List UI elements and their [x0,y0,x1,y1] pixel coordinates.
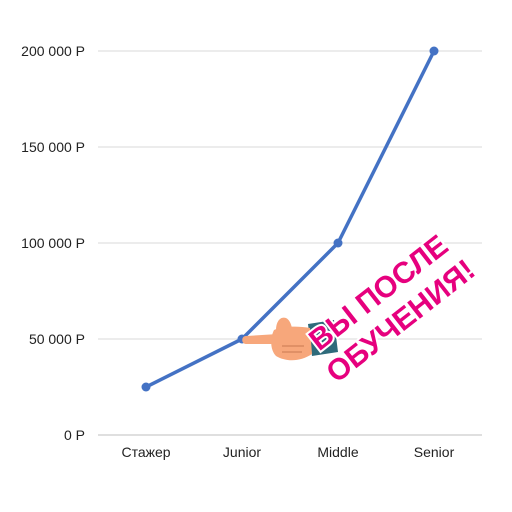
y-tick-label: 50 000 P [29,331,85,347]
y-tick-label: 200 000 P [21,43,85,59]
x-tick-label: Middle [317,444,358,460]
x-tick-label: Senior [414,444,455,460]
series-line [145,50,436,389]
pointing-hand-icon [242,317,338,361]
y-tick-label: 150 000 P [21,139,85,155]
x-axis-tick-labels: Стажер Junior Middle Senior [121,444,454,460]
x-tick-label: Стажер [121,444,170,460]
promo-callout: ВЫ ПОСЛЕ ОБУЧЕНИЯ! [301,227,483,392]
data-point [429,46,439,56]
y-tick-label: 100 000 P [21,235,85,251]
data-point [141,382,151,392]
y-axis-tick-labels: 0 P 50 000 P 100 000 P 150 000 P 200 000 P [21,43,85,443]
data-point [333,238,343,248]
y-tick-label: 0 P [64,427,85,443]
x-tick-label: Junior [223,444,261,460]
grid-lines [98,50,482,436]
